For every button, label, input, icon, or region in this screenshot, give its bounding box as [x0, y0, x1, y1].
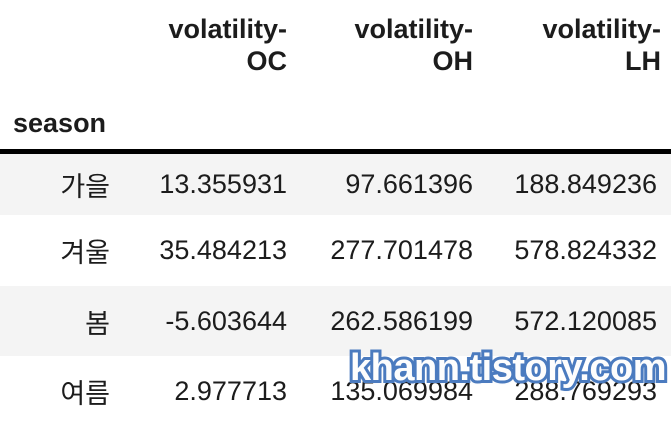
table-row-spring: 봄 -5.603644 262.586199 572.120085: [0, 286, 671, 356]
table-row-autumn: 가을 13.355931 97.661396 188.849236: [0, 151, 671, 215]
col-header-line: OC: [246, 46, 288, 76]
col-header-volatility-oh: volatility- OH: [297, 0, 483, 99]
value-cell: 97.661396: [345, 168, 473, 199]
col-header-volatility-oc: volatility- OC: [120, 0, 297, 99]
empty-cell: [297, 99, 483, 154]
empty-cell: [483, 99, 671, 154]
table-row-winter: 겨울 35.484213 277.701478 578.824332: [0, 215, 671, 286]
value-cell: 277.701478: [330, 235, 473, 265]
value-cell: 262.586199: [330, 305, 473, 336]
value-cell: 13.355931: [159, 168, 287, 199]
index-name-label: season: [0, 99, 120, 154]
value-cell: 35.484213: [159, 235, 287, 265]
value-cell: 578.824332: [514, 235, 657, 265]
row-index-cell: 봄: [85, 308, 110, 339]
col-header-line: volatility-: [542, 14, 661, 44]
empty-cell: [120, 99, 297, 154]
col-header-line: volatility-: [168, 14, 287, 44]
index-name-row: season: [0, 99, 671, 154]
row-index-cell: 여름: [60, 378, 110, 409]
column-header-row: volatility- OC volatility- OH volatility…: [0, 0, 671, 99]
value-cell: -5.603644: [165, 305, 287, 336]
dataframe-table: volatility- OC volatility- OH volatility…: [0, 0, 671, 426]
value-cell: 288.769293: [514, 375, 657, 406]
col-header-line: volatility-: [354, 14, 473, 44]
value-cell: 135.069984: [330, 375, 473, 406]
corner-empty-cell: [0, 0, 120, 99]
table-row-summer: 여름 2.977713 135.069984 288.769293: [0, 356, 671, 426]
col-header-volatility-lh: volatility- LH: [483, 0, 671, 99]
row-index-cell: 가을: [60, 171, 110, 202]
value-cell: 572.120085: [514, 305, 657, 336]
col-header-line: LH: [625, 46, 661, 76]
row-index-cell: 겨울: [60, 238, 110, 268]
col-header-line: OH: [432, 46, 474, 76]
value-cell: 188.849236: [514, 168, 657, 199]
table-body: 가을 13.355931 97.661396 188.849236 겨울 35.…: [0, 151, 671, 426]
value-cell: 2.977713: [174, 375, 287, 406]
table-header: volatility- OC volatility- OH volatility…: [0, 0, 671, 154]
